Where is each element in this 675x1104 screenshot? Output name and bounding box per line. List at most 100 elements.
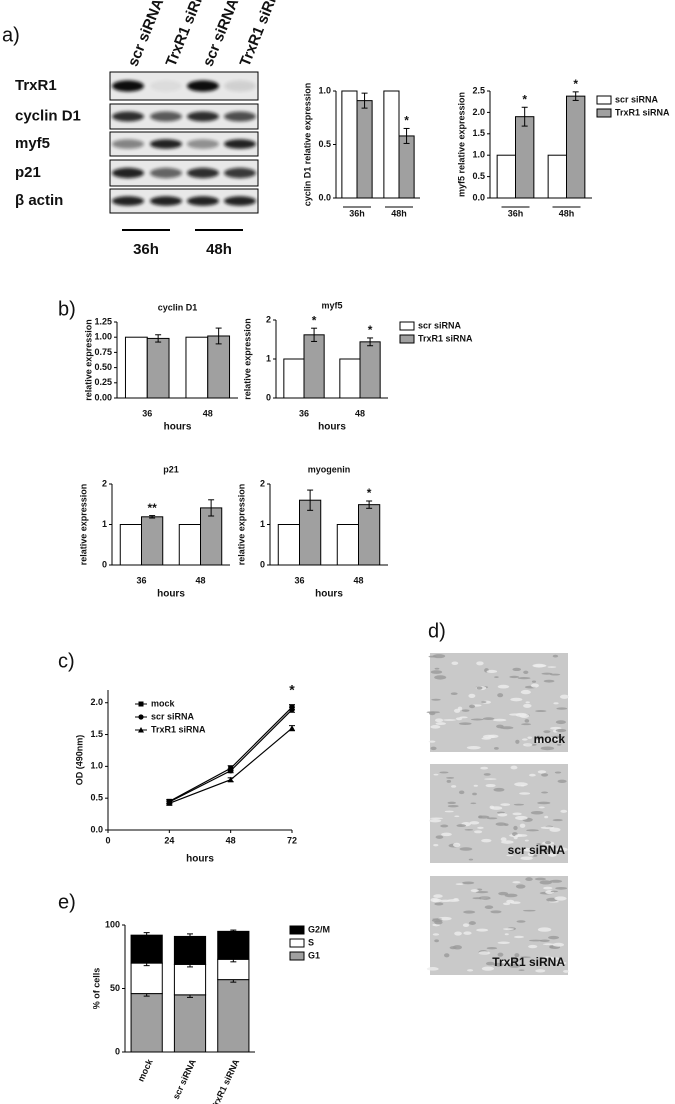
blot-lane-label: TrxR1 siRNA	[237, 0, 287, 69]
blot-band	[150, 139, 182, 149]
error-bar	[307, 489, 314, 511]
cell-shape	[521, 738, 528, 741]
cell-shape	[486, 817, 498, 820]
cell-shape	[482, 734, 495, 739]
cell-shape	[432, 898, 442, 903]
cell-shape	[451, 785, 457, 788]
cell-shape	[481, 838, 492, 843]
cell-shape	[509, 713, 522, 716]
cell-shape	[552, 942, 565, 947]
bar-segment	[173, 935, 207, 965]
cell-shape	[512, 667, 522, 672]
cell-shape	[560, 809, 568, 813]
bar	[141, 516, 164, 566]
cell-shape	[526, 829, 539, 832]
legend-label: TrxR1 siRNA	[151, 724, 206, 734]
cell-shape	[519, 823, 526, 828]
cell-shape	[462, 923, 470, 928]
point	[289, 707, 295, 713]
error-bar	[187, 933, 193, 940]
cell-shape	[525, 701, 530, 704]
significance-mark: *	[404, 114, 409, 128]
y-tick-label: 1	[266, 353, 271, 363]
cell-shape	[497, 811, 505, 814]
bar-segment	[217, 958, 250, 981]
cell-shape	[528, 944, 538, 949]
cell-shape	[447, 801, 456, 805]
cell-shape	[555, 720, 566, 725]
y-tick-label: 0.00	[94, 392, 112, 402]
bar	[398, 135, 415, 199]
cell-shape	[508, 963, 521, 968]
point	[289, 725, 295, 731]
cell-shape	[514, 953, 520, 958]
cell-shape	[555, 887, 568, 890]
blot-row-label: TrxR1	[15, 77, 57, 94]
y-tick-label: 1	[102, 519, 107, 529]
cell-shape	[553, 702, 559, 705]
cell-shape	[432, 933, 440, 936]
y-axis-label: relative expression	[236, 484, 246, 566]
cell-shape	[549, 827, 561, 832]
bar	[303, 334, 325, 399]
cell-shape	[557, 779, 567, 783]
cell-shape	[555, 847, 568, 852]
error-bar	[155, 334, 162, 343]
cell-shape	[470, 718, 484, 721]
cell-shape	[444, 953, 450, 958]
cell-shape	[500, 837, 507, 842]
y-tick-label: 0.5	[90, 793, 103, 803]
cell-shape	[535, 735, 542, 740]
bar	[359, 341, 381, 399]
y-tick-label: 100	[105, 919, 120, 929]
cell-shape	[455, 883, 464, 886]
y-tick-label: 0.0	[90, 824, 103, 834]
x-tick-label: 72	[287, 835, 297, 845]
x-tick-label: 36	[142, 408, 152, 418]
cell-shape	[554, 961, 567, 965]
cell-shape	[430, 670, 443, 674]
error-bar	[403, 127, 410, 144]
cell-shape	[517, 677, 531, 680]
cell-shape	[454, 815, 460, 818]
legend-label: scr siRNA	[151, 711, 195, 721]
chart-title: myf5	[321, 300, 342, 310]
cell-shape	[480, 766, 489, 770]
bar	[356, 100, 373, 199]
cell-shape	[446, 777, 455, 779]
cell-shape	[434, 939, 439, 943]
error-bar	[367, 337, 374, 347]
y-axis-label: myf5 relative expression	[456, 92, 466, 197]
legend-swatch	[596, 95, 612, 105]
cell-shape	[490, 806, 503, 810]
cell-shape	[484, 778, 497, 780]
cell-shape	[556, 743, 562, 746]
blot-band	[112, 196, 144, 206]
bar	[124, 336, 148, 399]
x-tick-label: 48	[226, 835, 236, 845]
significance-mark: **	[147, 501, 157, 515]
y-tick-label: 1.5	[472, 128, 485, 138]
cell-shape	[550, 726, 562, 730]
cell-shape	[428, 740, 436, 743]
cell-shape	[540, 746, 555, 751]
cell-shape	[426, 967, 439, 971]
cell-shape	[525, 877, 533, 881]
legend-label: TrxR1 siRNA	[615, 107, 670, 117]
cell-shape	[523, 743, 533, 747]
cell-shape	[506, 854, 514, 857]
cell-shape	[490, 910, 502, 914]
x-tick-label: mock	[136, 1057, 155, 1083]
bar	[496, 154, 517, 199]
panel-label: c)	[58, 650, 75, 672]
cell-shape	[485, 783, 496, 788]
x-tick-label: 24	[164, 835, 174, 845]
cell-shape	[485, 961, 495, 966]
y-tick-label: 0.25	[94, 377, 112, 387]
cell-shape	[531, 680, 537, 683]
cell-shape	[439, 771, 449, 774]
blot-band	[150, 111, 182, 122]
cell-shape	[496, 724, 504, 729]
bar	[207, 335, 231, 399]
timepoint-label: 48h	[206, 241, 232, 258]
